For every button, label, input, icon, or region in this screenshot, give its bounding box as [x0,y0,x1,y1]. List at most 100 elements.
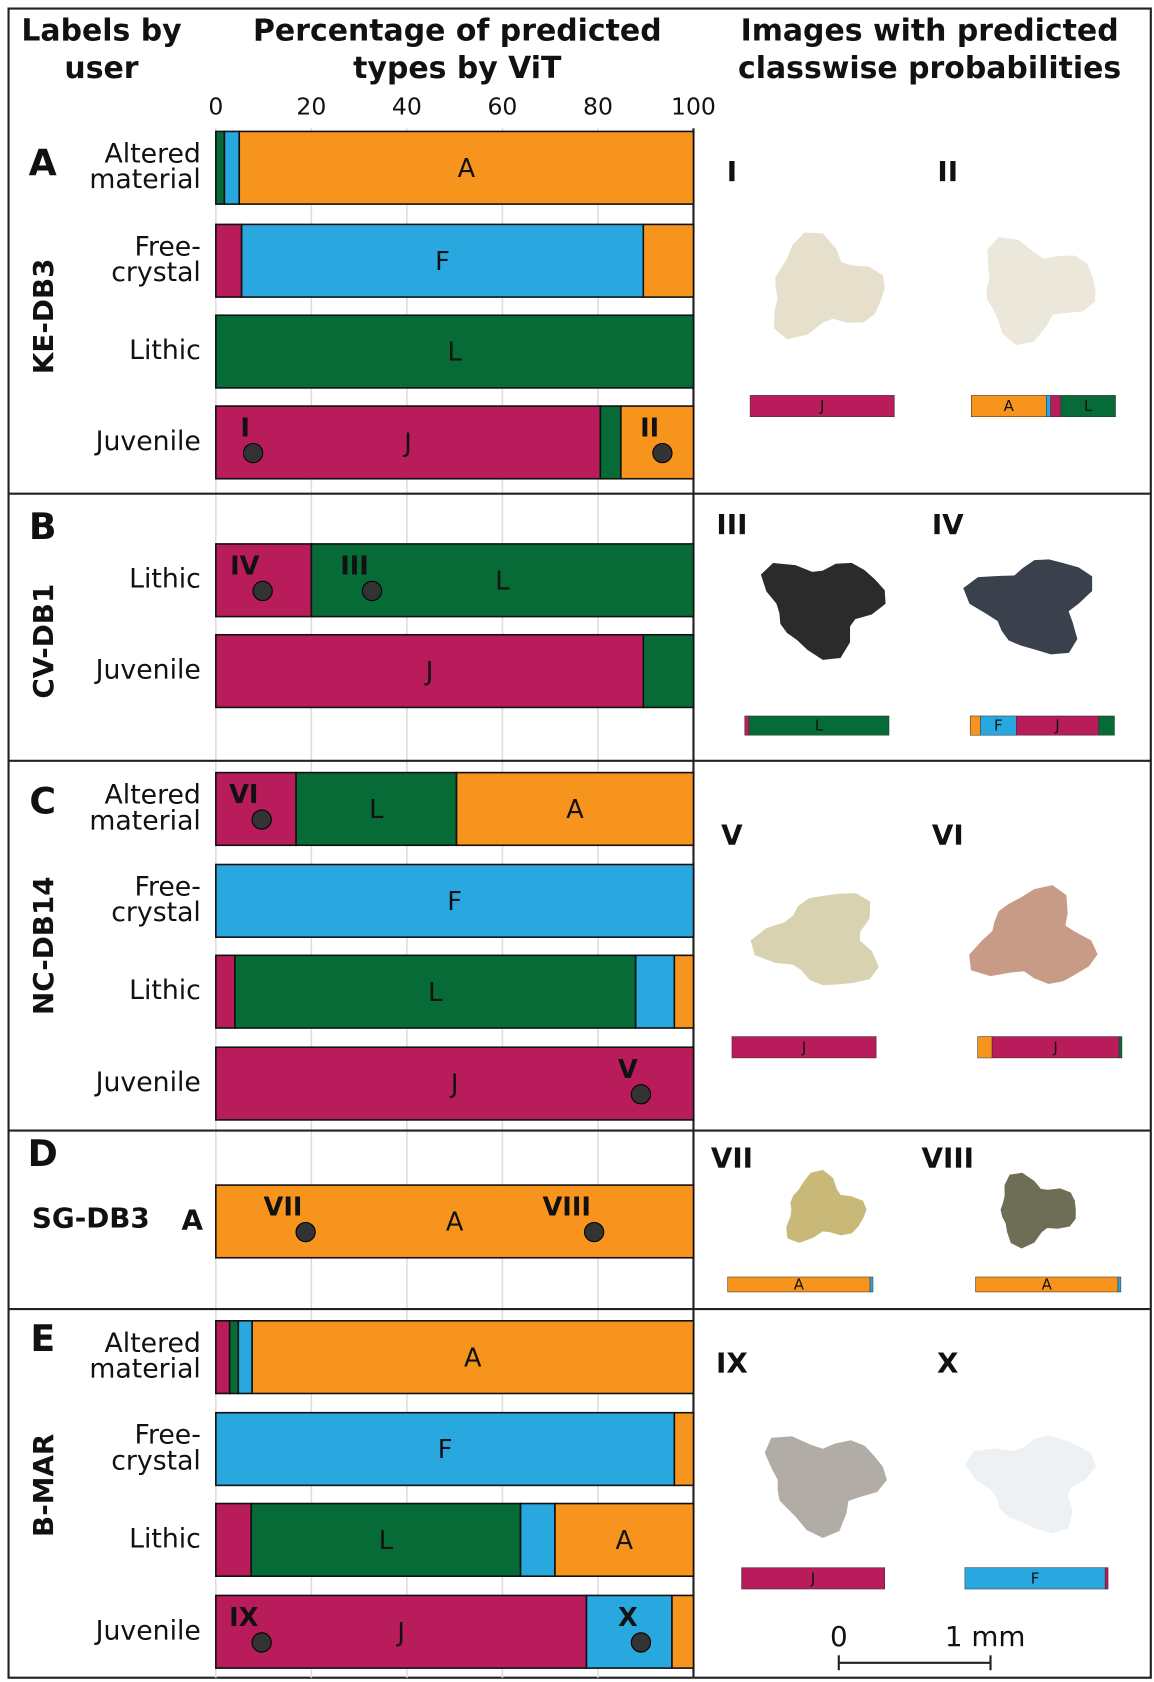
probability-segment [745,716,749,735]
probability-label: F [994,717,1003,735]
particle-image [765,1436,887,1538]
sample-name: NC-DB14 [27,876,60,1015]
marker-label: I [240,414,250,444]
row-label: material [89,1353,200,1384]
segment-label: A [464,1343,482,1373]
bar-segment [674,1413,693,1486]
row-label: Juvenile [94,655,201,686]
x-tick-label: 0 [208,92,223,120]
marker-label: V [618,1055,638,1085]
probability-label: J [1052,1038,1057,1056]
segment-label: A [458,154,476,184]
probability-label: A [1042,1276,1053,1294]
bar-segment [636,955,675,1028]
marker-label: VIII [542,1193,590,1223]
row-label: Juvenile [94,426,201,457]
row-label: crystal [111,1445,201,1476]
segment-label: L [495,566,510,596]
sample-name: SG-DB3 [32,1201,150,1234]
particle-image [761,563,886,660]
segment-label: L [379,1526,394,1556]
header-title: Labels by [21,14,181,49]
probability-label: A [1004,397,1015,415]
segment-label: F [447,887,462,917]
particle-image [986,237,1095,345]
figure: Labels byuser Percentage of predictedtype… [0,0,1154,1682]
segment-label: L [448,338,463,368]
probability-label: A [794,1276,805,1294]
segment-label: L [369,795,384,825]
segment-label: F [435,247,450,277]
marker-label: X [618,1603,638,1633]
particle-image [963,559,1092,654]
row-label: Juvenile [94,1067,201,1098]
scale-label: 1 mm [945,1620,1026,1653]
segment-label: A [566,795,584,825]
sample-marker [253,581,272,600]
header-title: types by ViT [353,51,562,86]
particle-image [751,893,879,985]
segment-label: A [446,1208,464,1238]
header-title: user [64,51,138,86]
probability-segment [1046,395,1050,416]
probability-segment [1105,1568,1108,1589]
panel-letter: C [29,780,56,823]
marker-label: IX [229,1603,259,1633]
header-title: Percentage of predicted [253,14,662,49]
bar-segment [600,406,621,479]
probability-segment [1119,1037,1122,1058]
marker-label: II [640,414,659,444]
image-label: II [937,155,958,188]
bar-segment [643,224,693,297]
bar-segment [672,1595,693,1668]
row-label: A [182,1203,204,1236]
probability-label: L [815,717,824,735]
particle-image [1001,1173,1076,1249]
probability-segment [1099,716,1115,735]
sample-marker [362,581,381,600]
segment-label: F [438,1435,453,1465]
sample-name: B-MAR [27,1434,60,1537]
bar-segment [224,131,239,204]
image-label: IX [716,1347,748,1380]
probability-segment [978,1037,992,1058]
segment-label: A [615,1526,633,1556]
scale-label: 0 [830,1620,848,1653]
sample-marker [585,1222,604,1241]
segment-label: J [449,1070,459,1100]
image-label: VII [711,1141,753,1174]
particle-image [774,233,885,340]
probability-label: F [1031,1569,1040,1587]
bar-segment [216,131,225,204]
panel-letter: E [30,1317,55,1360]
marker-label: VII [264,1193,303,1223]
panel-letter: B [29,505,57,548]
bar-segment [230,1321,239,1394]
row-label: Lithic [129,564,201,595]
probability-segment [970,716,980,735]
segment-label: L [428,978,443,1008]
probability-label: J [801,1038,806,1056]
sample-marker [653,443,672,462]
row-label: material [89,164,200,195]
image-label: IV [932,508,964,541]
bar-segment [674,955,693,1028]
marker-label: III [340,551,369,581]
probability-segment [1051,395,1061,416]
bar-segment [216,1504,251,1577]
bar-segment [643,635,693,708]
bar-segment [521,1504,555,1577]
segment-label: J [395,1618,405,1648]
sample-name: KE-DB3 [27,259,60,375]
x-tick-label: 60 [487,92,517,120]
row-label: Juvenile [94,1615,201,1646]
row-label: Lithic [129,335,201,366]
bar-segment [216,224,242,297]
image-label: V [721,819,743,852]
row-label: crystal [111,257,201,288]
bar-segment [216,955,235,1028]
row-label: Lithic [129,1523,201,1554]
marker-label: VI [229,780,258,810]
segment-label: J [424,657,434,687]
sample-marker [243,443,262,462]
